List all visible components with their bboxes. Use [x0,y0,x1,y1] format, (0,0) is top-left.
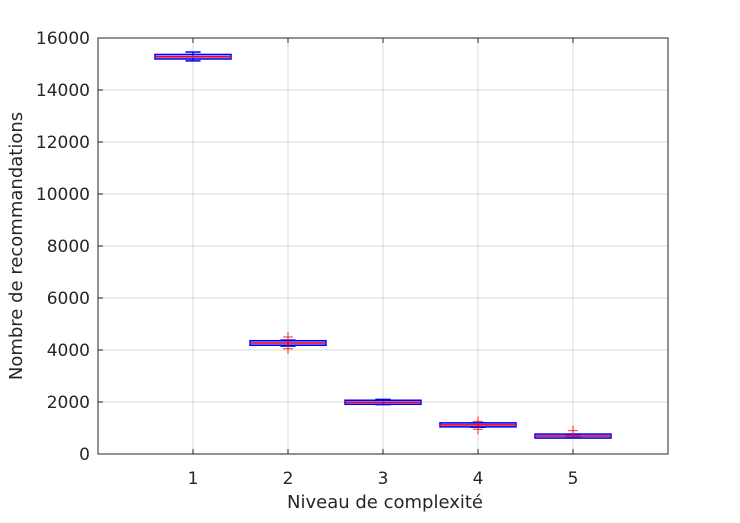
x-tick-label: 3 [378,469,389,489]
x-tick-label: 5 [568,469,579,489]
y-tick-label: 12000 [36,133,90,153]
y-tick-label: 4000 [47,341,90,361]
y-tick-label: 8000 [47,237,90,257]
x-tick-label: 2 [283,469,294,489]
y-tick-label: 0 [79,445,90,465]
x-tick-label: 4 [473,469,484,489]
y-tick-label: 14000 [36,81,90,101]
x-tick-label: 1 [188,469,199,489]
y-tick-label: 10000 [36,185,90,205]
x-axis-label: Niveau de complexité [287,492,483,513]
y-tick-label: 2000 [47,393,90,413]
y-axis-label: Nombre de recommandations [6,112,27,380]
y-tick-label: 6000 [47,289,90,309]
y-tick-label: 16000 [36,29,90,49]
